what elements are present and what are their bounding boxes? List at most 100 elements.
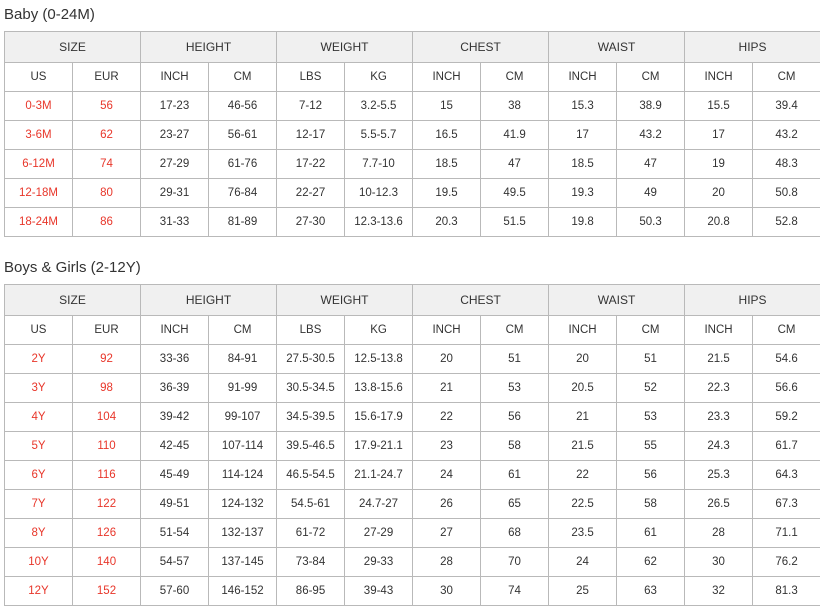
cell-chest-inch: 18.5 bbox=[412, 149, 482, 179]
cell-waist-inch: 22 bbox=[548, 460, 618, 490]
cell-weight-lbs: 27.5-30.5 bbox=[276, 344, 346, 374]
cell-height-cm: 46-56 bbox=[208, 91, 278, 121]
cell-chest-cm: 38 bbox=[480, 91, 550, 121]
cell-hips-inch: 22.3 bbox=[684, 373, 754, 403]
cell-hips-cm: 61.7 bbox=[752, 431, 820, 461]
cell-height-cm: 84-91 bbox=[208, 344, 278, 374]
cell-hips-cm: 64.3 bbox=[752, 460, 820, 490]
cell-weight-kg: 15.6-17.9 bbox=[344, 402, 414, 432]
table-row: 3-6M 62 23-27 56-61 12-17 5.5-5.7 16.5 4… bbox=[4, 120, 820, 150]
cell-us: 5Y bbox=[4, 431, 73, 461]
cell-hips-cm: 71.1 bbox=[752, 518, 820, 548]
cell-us: 8Y bbox=[4, 518, 73, 548]
cell-weight-kg: 29-33 bbox=[344, 547, 414, 577]
cell-weight-kg: 5.5-5.7 bbox=[344, 120, 414, 150]
cell-height-cm: 81-89 bbox=[208, 207, 278, 237]
page-title-baby: Baby (0-24M) bbox=[4, 6, 95, 23]
sub-header-chest-cm: CM bbox=[480, 62, 550, 92]
cell-waist-cm: 51 bbox=[616, 344, 686, 374]
cell-weight-lbs: 39.5-46.5 bbox=[276, 431, 346, 461]
cell-us: 6-12M bbox=[4, 149, 73, 179]
cell-hips-inch: 32 bbox=[684, 576, 754, 606]
group-header-height: HEIGHT bbox=[140, 31, 278, 63]
sub-header-waist-inch: INCH bbox=[548, 62, 618, 92]
cell-hips-inch: 17 bbox=[684, 120, 754, 150]
cell-chest-cm: 74 bbox=[480, 576, 550, 606]
cell-waist-cm: 50.3 bbox=[616, 207, 686, 237]
cell-weight-kg: 3.2-5.5 bbox=[344, 91, 414, 121]
cell-waist-inch: 19.8 bbox=[548, 207, 618, 237]
cell-hips-inch: 25.3 bbox=[684, 460, 754, 490]
cell-hips-cm: 67.3 bbox=[752, 489, 820, 519]
cell-chest-inch: 23 bbox=[412, 431, 482, 461]
sub-header-hips-inch: INCH bbox=[684, 315, 754, 345]
cell-weight-kg: 13.8-15.6 bbox=[344, 373, 414, 403]
sub-header-height-inch: INCH bbox=[140, 62, 210, 92]
cell-height-cm: 76-84 bbox=[208, 178, 278, 208]
size-table-boys-girls: SIZE HEIGHT WEIGHT CHEST WAIST HIPS US E… bbox=[3, 284, 820, 606]
cell-hips-cm: 81.3 bbox=[752, 576, 820, 606]
cell-us: 2Y bbox=[4, 344, 73, 374]
sub-header-weight-kg: KG bbox=[344, 315, 414, 345]
cell-chest-cm: 51 bbox=[480, 344, 550, 374]
cell-hips-cm: 48.3 bbox=[752, 149, 820, 179]
cell-waist-inch: 24 bbox=[548, 547, 618, 577]
cell-hips-cm: 52.8 bbox=[752, 207, 820, 237]
cell-chest-cm: 53 bbox=[480, 373, 550, 403]
cell-waist-inch: 21.5 bbox=[548, 431, 618, 461]
cell-height-inch: 45-49 bbox=[140, 460, 210, 490]
cell-height-cm: 124-132 bbox=[208, 489, 278, 519]
cell-chest-inch: 27 bbox=[412, 518, 482, 548]
cell-us: 3-6M bbox=[4, 120, 73, 150]
cell-hips-inch: 26.5 bbox=[684, 489, 754, 519]
cell-waist-cm: 52 bbox=[616, 373, 686, 403]
group-header-chest: CHEST bbox=[412, 31, 550, 63]
cell-eur: 122 bbox=[71, 489, 142, 519]
cell-waist-inch: 19.3 bbox=[548, 178, 618, 208]
cell-weight-lbs: 46.5-54.5 bbox=[276, 460, 346, 490]
table-row: 7Y 122 49-51 124-132 54.5-61 24.7-27 26 … bbox=[4, 489, 820, 519]
cell-hips-inch: 28 bbox=[684, 518, 754, 548]
sub-header-us: US bbox=[4, 62, 73, 92]
table-row: 18-24M 86 31-33 81-89 27-30 12.3-13.6 20… bbox=[4, 207, 820, 237]
cell-eur: 110 bbox=[71, 431, 142, 461]
cell-waist-inch: 15.3 bbox=[548, 91, 618, 121]
cell-eur: 152 bbox=[71, 576, 142, 606]
cell-waist-cm: 53 bbox=[616, 402, 686, 432]
cell-eur: 126 bbox=[71, 518, 142, 548]
cell-height-inch: 36-39 bbox=[140, 373, 210, 403]
cell-waist-inch: 22.5 bbox=[548, 489, 618, 519]
cell-chest-cm: 58 bbox=[480, 431, 550, 461]
cell-weight-kg: 27-29 bbox=[344, 518, 414, 548]
group-header-waist: WAIST bbox=[548, 284, 686, 316]
cell-eur: 98 bbox=[71, 373, 142, 403]
cell-waist-inch: 21 bbox=[548, 402, 618, 432]
cell-weight-lbs: 22-27 bbox=[276, 178, 346, 208]
cell-height-inch: 17-23 bbox=[140, 91, 210, 121]
table-row: 6-12M 74 27-29 61-76 17-22 7.7-10 18.5 4… bbox=[4, 149, 820, 179]
table-sub-header-row: US EUR INCH CM LBS KG INCH CM INCH CM IN… bbox=[4, 62, 820, 92]
cell-eur: 74 bbox=[71, 149, 142, 179]
cell-hips-cm: 54.6 bbox=[752, 344, 820, 374]
cell-us: 6Y bbox=[4, 460, 73, 490]
cell-us: 4Y bbox=[4, 402, 73, 432]
sub-header-weight-kg: KG bbox=[344, 62, 414, 92]
sub-header-chest-cm: CM bbox=[480, 315, 550, 345]
cell-waist-inch: 20 bbox=[548, 344, 618, 374]
cell-hips-cm: 56.6 bbox=[752, 373, 820, 403]
cell-weight-kg: 17.9-21.1 bbox=[344, 431, 414, 461]
sub-header-hips-cm: CM bbox=[752, 62, 820, 92]
table-row: 6Y 116 45-49 114-124 46.5-54.5 21.1-24.7… bbox=[4, 460, 820, 490]
group-header-weight: WEIGHT bbox=[276, 284, 414, 316]
cell-weight-kg: 24.7-27 bbox=[344, 489, 414, 519]
cell-waist-cm: 47 bbox=[616, 149, 686, 179]
sub-header-waist-inch: INCH bbox=[548, 315, 618, 345]
table-row: 10Y 140 54-57 137-145 73-84 29-33 28 70 … bbox=[4, 547, 820, 577]
cell-chest-cm: 51.5 bbox=[480, 207, 550, 237]
cell-waist-inch: 18.5 bbox=[548, 149, 618, 179]
group-header-size: SIZE bbox=[3, 31, 142, 63]
cell-chest-inch: 28 bbox=[412, 547, 482, 577]
sub-header-hips-cm: CM bbox=[752, 315, 820, 345]
sub-header-chest-inch: INCH bbox=[412, 315, 482, 345]
